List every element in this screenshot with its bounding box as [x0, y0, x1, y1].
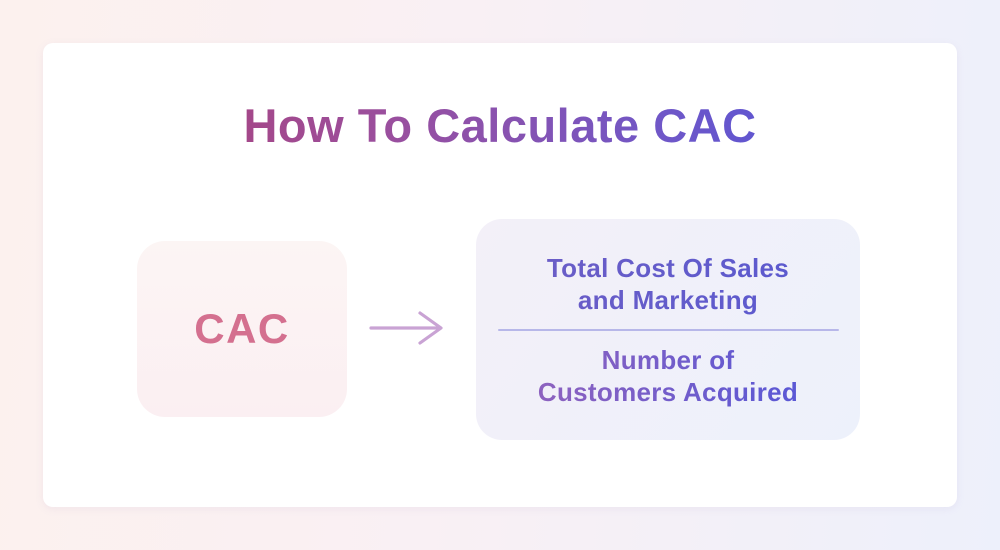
formula-numerator: Total Cost Of Sales and Marketing	[547, 252, 789, 316]
formula-denominator: Number of Customers Acquired	[538, 344, 798, 408]
cac-label: CAC	[194, 305, 290, 352]
infographic-card: How To Calculate CAC CAC Total Cost Of S…	[43, 43, 957, 507]
fraction-divider	[497, 328, 839, 331]
denominator-line-1: Number of	[601, 344, 735, 375]
page-title: How To Calculate CAC	[43, 98, 957, 153]
cac-box: CAC	[137, 241, 347, 417]
numerator-line-2: and Marketing	[577, 284, 759, 315]
formula-box: Total Cost Of Sales and Marketing Number…	[476, 219, 860, 440]
arrow-right-icon	[369, 311, 443, 345]
denominator-line-2: Customers Acquired	[537, 376, 799, 407]
numerator-line-1: Total Cost Of Sales	[546, 252, 790, 283]
